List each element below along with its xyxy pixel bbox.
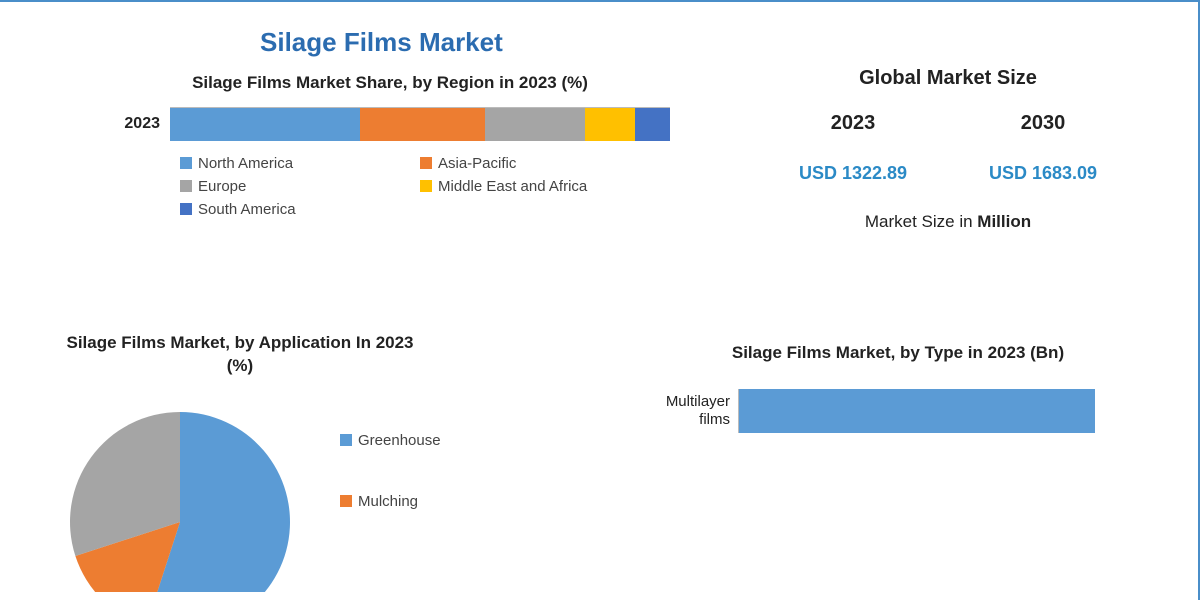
type-bar-label: Multilayer films: [638, 393, 738, 429]
legend-label: North America: [198, 155, 293, 172]
gms-note-bold: Million: [977, 212, 1031, 231]
gms-years-row: 2023 2030: [758, 112, 1138, 135]
legend-swatch: [180, 203, 192, 215]
application-chart: Silage Films Market, by Application In 2…: [60, 332, 620, 592]
region-stacked-bar: [170, 107, 670, 141]
region-legend-item: South America: [180, 201, 390, 218]
region-legend: North America Asia-Pacific Europe Middle Ea…: [110, 155, 670, 218]
legend-swatch: [180, 157, 192, 169]
gms-note-prefix: Market Size in: [865, 212, 977, 231]
type-chart-title: Silage Films Market, by Type in 2023 (Bn…: [638, 342, 1158, 365]
region-chart-title: Silage Films Market Share, by Region in …: [110, 72, 670, 95]
legend-swatch: [180, 180, 192, 192]
region-seg-asia-pacific: [360, 108, 485, 141]
legend-swatch: [420, 180, 432, 192]
legend-swatch: [340, 495, 352, 507]
legend-label: Europe: [198, 178, 246, 195]
region-seg-south-america: [635, 108, 670, 141]
gms-values-row: USD 1322.89 USD 1683.09: [758, 163, 1138, 184]
gms-note: Market Size in Million: [758, 212, 1138, 232]
region-seg-north-america: [170, 108, 360, 141]
legend-label: Middle East and Africa: [438, 178, 587, 195]
gms-year-1: 2030: [1021, 112, 1066, 135]
legend-label: Greenhouse: [358, 432, 441, 449]
region-seg-europe: [485, 108, 585, 141]
legend-swatch: [340, 434, 352, 446]
legend-label: Mulching: [358, 493, 418, 510]
gms-title: Global Market Size: [758, 67, 1138, 90]
type-bar-track: [738, 389, 1158, 433]
gms-value-1: USD 1683.09: [989, 163, 1097, 184]
region-seg-middle-east-and-africa: [585, 108, 635, 141]
type-chart: Silage Films Market, by Type in 2023 (Bn…: [638, 342, 1158, 433]
gms-year-0: 2023: [831, 112, 876, 135]
application-pie: [60, 392, 300, 592]
application-legend-item: Mulching: [340, 493, 441, 510]
main-title: Silage Films Market: [260, 27, 503, 58]
gms-value-0: USD 1322.89: [799, 163, 907, 184]
region-year-label: 2023: [110, 115, 170, 133]
application-legend-item: Greenhouse: [340, 432, 441, 449]
type-chart-body: Multilayer films: [638, 389, 1158, 433]
region-share-chart: Silage Films Market Share, by Region in …: [110, 72, 670, 218]
application-legend: Greenhouse Mulching: [340, 432, 441, 510]
region-chart-body: 2023: [110, 107, 670, 141]
region-legend-item: Europe: [180, 178, 390, 195]
legend-label: South America: [198, 201, 296, 218]
region-legend-item: Middle East and Africa: [420, 178, 630, 195]
application-chart-title: Silage Films Market, by Application In 2…: [60, 332, 420, 378]
global-market-size-block: Global Market Size 2023 2030 USD 1322.89…: [758, 67, 1138, 232]
region-legend-item: Asia-Pacific: [420, 155, 630, 172]
region-legend-item: North America: [180, 155, 390, 172]
legend-swatch: [420, 157, 432, 169]
type-bar: [739, 389, 1095, 433]
application-chart-body: Greenhouse Mulching: [60, 392, 620, 592]
legend-label: Asia-Pacific: [438, 155, 516, 172]
